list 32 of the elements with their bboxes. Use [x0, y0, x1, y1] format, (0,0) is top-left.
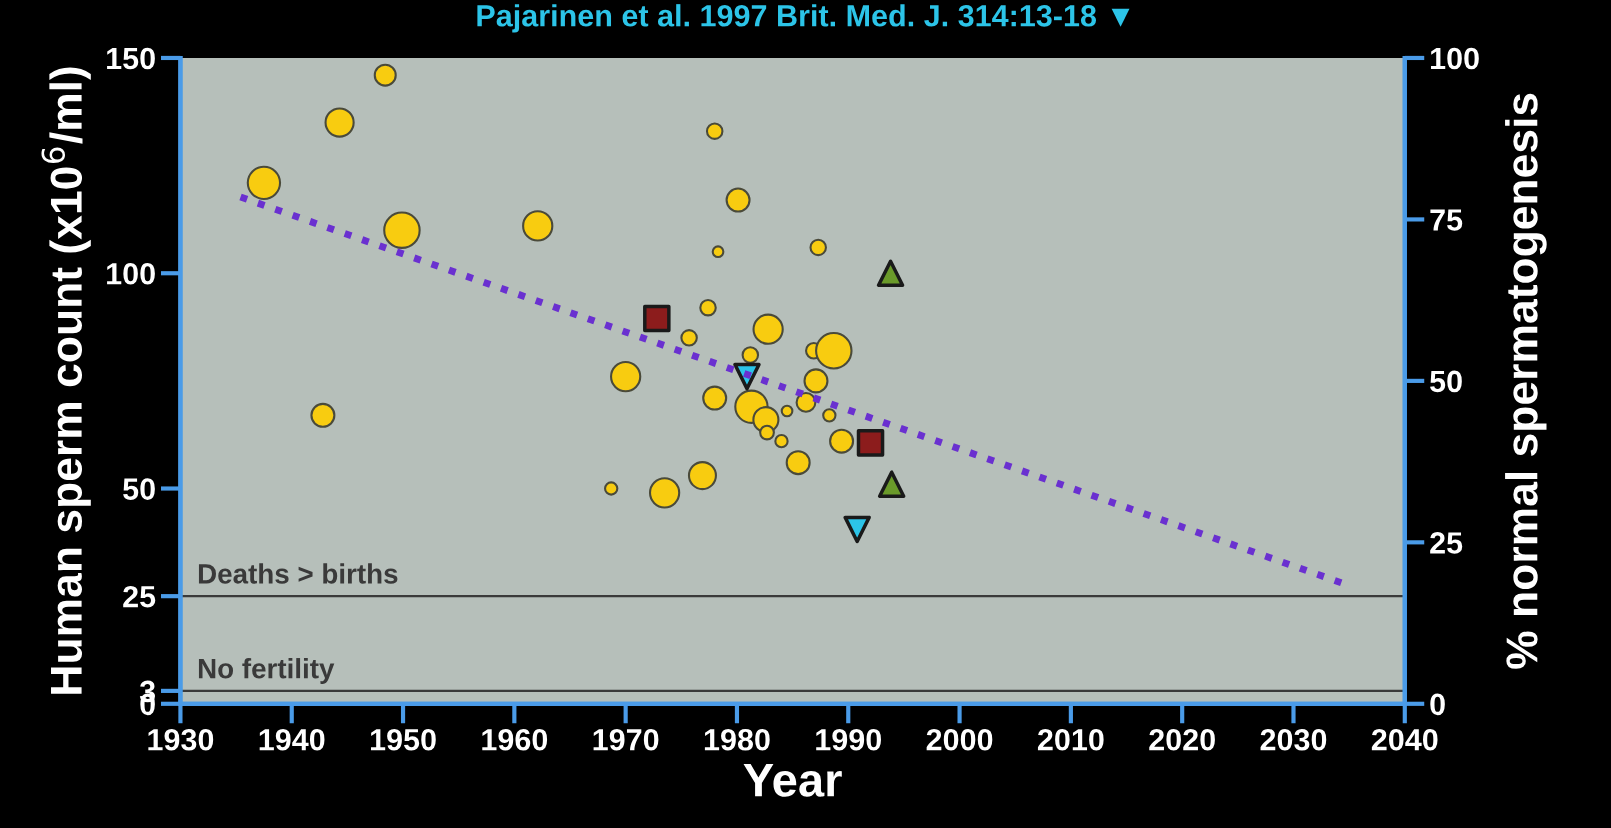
- x-tick-label: 2030: [1260, 728, 1327, 751]
- text: Pajarinen et al. 1997 Brit. Med. J. 314:13-18 ▼: [477, 4, 1130, 33]
- y-tick-label: 150: [107, 47, 155, 70]
- ref-line-label: No fertility: [198, 658, 335, 684]
- y2-tick-label: 50: [1430, 370, 1462, 393]
- y2-tick-label: 25: [1430, 532, 1463, 554]
- x-tick-label: 2000: [926, 728, 993, 751]
- x-tick-label: 1950: [370, 728, 436, 751]
- x-tick-label: 1940: [259, 728, 325, 751]
- point: [643, 304, 671, 333]
- point: [856, 429, 885, 457]
- y2-tick-label: 100: [1431, 47, 1479, 70]
- x-tick-label: 2020: [1149, 728, 1215, 751]
- x-tick-label: 2010: [1037, 728, 1104, 751]
- x-axis-title: Year: [743, 763, 842, 797]
- x-tick-label: 2040: [1371, 728, 1438, 751]
- point: [876, 259, 905, 288]
- y-tick-label: 50: [123, 478, 155, 500]
- point: [843, 515, 871, 544]
- x-tick-label: 1970: [593, 728, 659, 751]
- y-axis-title: Human sperm count (x10$^{6}$/ml): [41, 67, 91, 694]
- y2-tick-label: 75: [1430, 209, 1463, 231]
- x-tick-label: 1930: [148, 728, 214, 751]
- y2-tick-label: 0: [1430, 693, 1445, 716]
- x-tick-label: 1980: [704, 728, 770, 751]
- y-tick-label: 25: [123, 585, 156, 608]
- y2-axis-title: % normal spermatogenesis: [1505, 93, 1547, 669]
- x-tick-label: 1990: [816, 728, 881, 751]
- x-tick-label: 1960: [482, 728, 548, 751]
- ref-line-label: Deaths > births: [198, 563, 398, 584]
- point: [877, 470, 906, 498]
- y-tick-label: 100: [107, 262, 155, 285]
